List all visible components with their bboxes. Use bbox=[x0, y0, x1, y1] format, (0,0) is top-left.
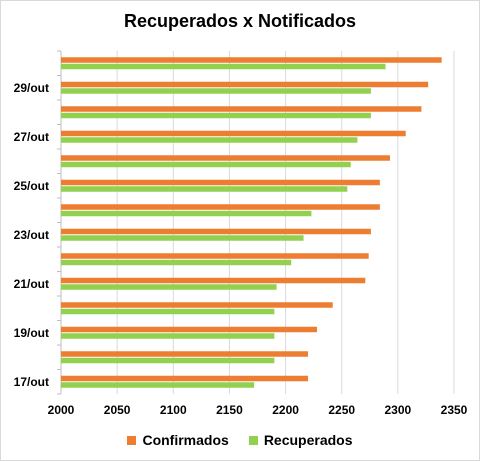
bar-confirmados-26-out bbox=[61, 155, 390, 161]
y-tick-label-23-out: 23/out bbox=[14, 228, 49, 242]
bar-recuperados-18-out bbox=[61, 357, 275, 364]
bar-confirmados-27-out bbox=[61, 130, 406, 137]
bar-recuperados-28-out bbox=[61, 112, 371, 119]
bar-recuperados-30-out bbox=[61, 63, 386, 70]
bar-confirmados-21-out bbox=[61, 277, 366, 284]
bar-confirmados-18-out bbox=[61, 351, 309, 357]
bar-recuperados-26-out bbox=[61, 161, 351, 168]
bar-recuperados-29-out bbox=[61, 88, 371, 94]
bar-recuperados-22-out bbox=[61, 259, 292, 266]
bar-confirmados-17-out bbox=[61, 375, 309, 382]
bar-recuperados-25-out bbox=[61, 186, 348, 192]
bar-recuperados-19-out bbox=[61, 333, 275, 339]
bar-confirmados-28-out bbox=[61, 106, 422, 112]
y-tick-label-19-out: 19/out bbox=[14, 326, 49, 340]
bar-recuperados-24-out bbox=[61, 210, 312, 217]
x-tick-label-2200: 2200 bbox=[272, 403, 299, 417]
bar-confirmados-20-out bbox=[61, 302, 333, 308]
bar-confirmados-29-out bbox=[61, 81, 429, 88]
y-tick-label-29-out: 29/out bbox=[14, 81, 49, 95]
legend-swatch-recuperados bbox=[248, 435, 258, 445]
bar-confirmados-24-out bbox=[61, 204, 380, 210]
chart-title: Recuperados x Notificados bbox=[123, 11, 357, 31]
bar-confirmados-25-out bbox=[61, 179, 380, 186]
x-tick-label-2300: 2300 bbox=[385, 403, 412, 417]
y-tick-label-25-out: 25/out bbox=[14, 179, 49, 193]
bar-recuperados-20-out bbox=[61, 308, 275, 315]
y-tick-label-27-out: 27/out bbox=[14, 130, 49, 144]
legend-item-recuperados: Recuperados bbox=[248, 432, 353, 448]
bar-recuperados-27-out bbox=[61, 137, 358, 143]
bar-confirmados-19-out bbox=[61, 326, 318, 333]
x-tick-label-2100: 2100 bbox=[160, 403, 187, 417]
x-tick-label-2150: 2150 bbox=[216, 403, 243, 417]
legend-label-confirmados: Confirmados bbox=[142, 432, 229, 448]
x-tick-label-2250: 2250 bbox=[328, 403, 355, 417]
bar-recuperados-17-out bbox=[61, 382, 255, 388]
bar-confirmados-23-out bbox=[61, 228, 371, 235]
legend-label-recuperados: Recuperados bbox=[263, 432, 353, 448]
legend-item-confirmados: Confirmados bbox=[127, 432, 229, 448]
bar-recuperados-21-out bbox=[61, 284, 277, 290]
bar-confirmados-22-out bbox=[61, 253, 369, 259]
y-tick-label-21-out: 21/out bbox=[14, 277, 49, 291]
x-tick-label-2050: 2050 bbox=[104, 403, 131, 417]
bar-recuperados-23-out bbox=[61, 235, 304, 241]
bar-confirmados-30-out bbox=[61, 57, 442, 63]
chart-legend: Confirmados Recuperados bbox=[1, 432, 479, 448]
y-tick-label-17-out: 17/out bbox=[14, 375, 49, 389]
x-tick-label-2350: 2350 bbox=[441, 403, 468, 417]
x-tick-label-2000: 2000 bbox=[48, 403, 75, 417]
legend-swatch-confirmados bbox=[127, 435, 137, 445]
